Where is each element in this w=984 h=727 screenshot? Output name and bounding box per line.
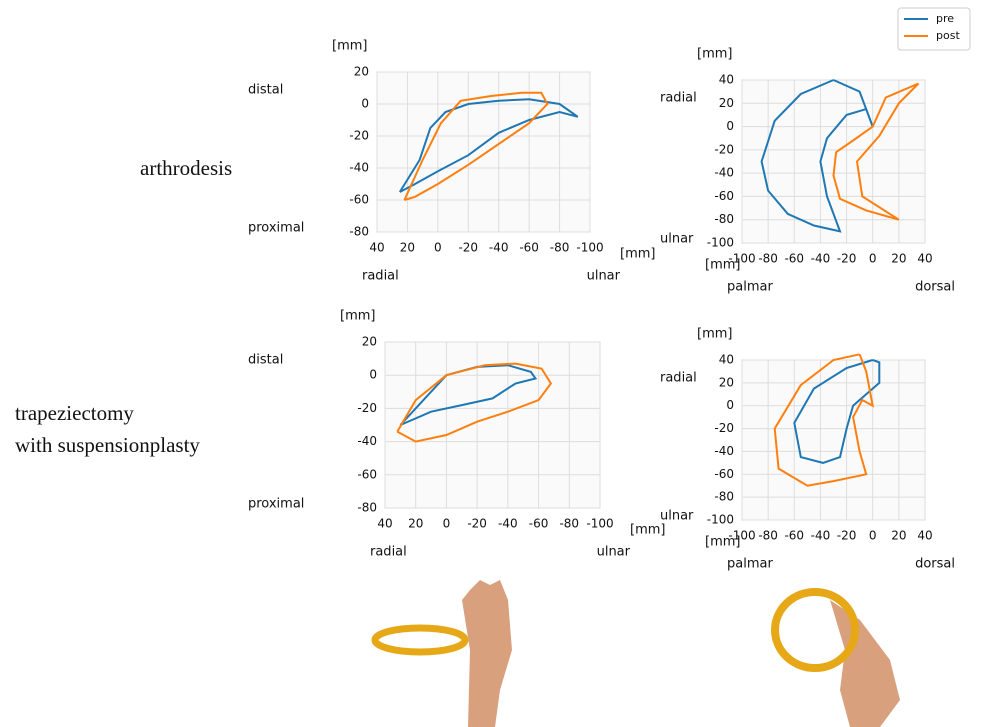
y-tick-label: 20 — [719, 375, 734, 389]
x-tick-label: -20 — [458, 241, 478, 255]
x-tick-label: -20 — [837, 252, 857, 266]
legend-label: pre — [936, 12, 954, 25]
y-end-label: radial — [660, 91, 697, 106]
y-tick-label: -60 — [714, 467, 734, 481]
y-tick-label: 20 — [362, 335, 377, 349]
y-tick-label: -20 — [714, 142, 734, 156]
y-end-label: proximal — [248, 221, 304, 236]
x-tick-label: 0 — [869, 252, 877, 266]
x-end-label: ulnar — [597, 545, 631, 560]
x-tick-label: -80 — [550, 241, 570, 255]
y-tick-label: -40 — [357, 434, 377, 448]
x-tick-label: -80 — [758, 529, 778, 543]
x-tick-label: 40 — [377, 517, 392, 531]
y-tick-label: -60 — [714, 189, 734, 203]
y-end-label: ulnar — [660, 232, 694, 247]
plot-box — [742, 360, 925, 520]
x-end-label: ulnar — [587, 269, 621, 284]
x-end-label: radial — [362, 269, 399, 284]
plot-box — [377, 72, 590, 232]
x-tick-label: 20 — [400, 241, 415, 255]
y-unit: [mm] — [332, 39, 367, 54]
y-unit: [mm] — [697, 327, 732, 342]
y-tick-label: -40 — [714, 444, 734, 458]
x-end-label: palmar — [727, 557, 773, 572]
x-tick-label: 40 — [917, 252, 932, 266]
x-tick-label: -20 — [467, 517, 487, 531]
y-tick-label: 40 — [719, 353, 734, 367]
x-tick-label: 20 — [891, 529, 906, 543]
y-tick-label: 0 — [726, 119, 734, 133]
y-tick-label: 0 — [361, 97, 369, 111]
y-tick-label: -20 — [714, 421, 734, 435]
x-tick-label: -20 — [837, 529, 857, 543]
x-tick-label: -60 — [784, 529, 804, 543]
y-tick-label: -80 — [349, 225, 369, 239]
y-tick-label: 20 — [354, 65, 369, 79]
row-label: with suspensionplasty — [15, 433, 200, 457]
y-end-label: distal — [248, 353, 283, 368]
x-tick-label: 0 — [443, 517, 451, 531]
x-tick-label: 20 — [891, 252, 906, 266]
row-label: arthrodesis — [140, 156, 232, 180]
x-tick-label: -60 — [529, 517, 549, 531]
y-tick-label: -80 — [714, 490, 734, 504]
x-tick-label: -80 — [758, 252, 778, 266]
x-tick-label: -40 — [489, 241, 509, 255]
x-unit: [mm] — [705, 535, 740, 550]
y-tick-label: -40 — [714, 166, 734, 180]
y-end-label: proximal — [248, 497, 304, 512]
y-tick-label: 0 — [726, 398, 734, 412]
x-end-label: palmar — [727, 280, 773, 295]
hand-icon — [775, 592, 900, 727]
y-tick-label: -100 — [707, 236, 734, 250]
y-end-label: distal — [248, 83, 283, 98]
x-tick-label: -100 — [586, 517, 613, 531]
x-tick-label: 20 — [408, 517, 423, 531]
x-tick-label: -60 — [784, 252, 804, 266]
x-tick-label: 0 — [869, 529, 877, 543]
x-tick-label: 40 — [917, 529, 932, 543]
x-end-label: dorsal — [915, 280, 955, 295]
figure: arthrodesis trapeziectomy with suspensio… — [0, 0, 984, 727]
y-tick-label: 40 — [719, 73, 734, 87]
y-tick-label: -100 — [707, 513, 734, 527]
y-tick-label: -20 — [349, 129, 369, 143]
y-tick-label: -80 — [357, 501, 377, 515]
x-end-label: dorsal — [915, 557, 955, 572]
x-tick-label: -40 — [811, 252, 831, 266]
x-unit: [mm] — [620, 247, 655, 262]
y-end-label: radial — [660, 371, 697, 386]
y-tick-label: 0 — [369, 368, 377, 382]
x-tick-label: -40 — [811, 529, 831, 543]
x-tick-label: -60 — [519, 241, 539, 255]
y-tick-label: -20 — [357, 401, 377, 415]
x-tick-label: -100 — [576, 241, 603, 255]
x-end-label: radial — [370, 545, 407, 560]
x-tick-label: 40 — [369, 241, 384, 255]
x-tick-label: 0 — [434, 241, 442, 255]
y-tick-label: -60 — [349, 193, 369, 207]
y-end-label: ulnar — [660, 509, 694, 524]
y-tick-label: -40 — [349, 161, 369, 175]
hand-icon — [375, 580, 512, 727]
x-tick-label: -80 — [559, 517, 579, 531]
x-tick-label: -40 — [498, 517, 518, 531]
row-label: trapeziectomy — [15, 401, 134, 425]
y-unit: [mm] — [697, 47, 732, 62]
y-tick-label: -60 — [357, 467, 377, 481]
x-unit: [mm] — [630, 523, 665, 538]
y-tick-label: -80 — [714, 212, 734, 226]
y-tick-label: 20 — [719, 96, 734, 110]
x-unit: [mm] — [705, 258, 740, 273]
y-unit: [mm] — [340, 309, 375, 324]
legend-label: post — [936, 29, 960, 42]
